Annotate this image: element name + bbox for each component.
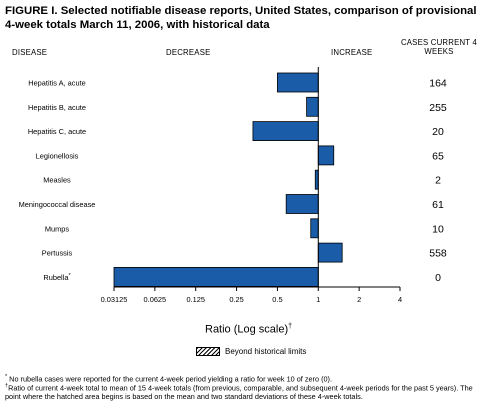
disease-label: Measles <box>43 176 71 185</box>
chart-title: FIGURE I. Selected notifiable disease re… <box>5 5 477 31</box>
hatched-swatch <box>196 347 220 356</box>
case-count: 255 <box>429 102 447 114</box>
x-tick-label: 1 <box>316 295 320 304</box>
disease-label: Meningococcal disease <box>19 200 96 209</box>
footnote-ratio: †Ratio of current 4-week total to mean o… <box>5 383 473 401</box>
decrease-header: DECREASE <box>166 48 211 57</box>
disease-label: Hepatitis A, acute <box>28 79 86 88</box>
bar-legionellosis <box>317 145 335 166</box>
x-tick-label: 4 <box>398 295 402 304</box>
case-count: 2 <box>435 175 441 187</box>
bar-hepatitis-b <box>306 96 319 117</box>
case-count: 0 <box>435 272 441 284</box>
disease-label: Pertussis <box>42 249 73 258</box>
disease-header: DISEASE <box>12 48 48 57</box>
case-count: 61 <box>432 199 444 211</box>
case-count: 10 <box>432 223 444 235</box>
case-count: 65 <box>432 150 444 162</box>
x-tick-label: 0.5 <box>272 295 282 304</box>
bar-hepatitis-a <box>277 72 319 93</box>
bar-hepatitis-c <box>252 121 319 141</box>
legend: Beyond historical limits <box>196 347 306 356</box>
disease-label: Rubella* <box>43 273 71 282</box>
bar-chart: 0.03125 0.0625 0.125 0.25 0.5 1 2 4 Hepatitis A,… <box>19 67 447 304</box>
x-axis-label: Ratio (Log scale)† <box>205 323 293 336</box>
bar-mumps <box>310 218 319 239</box>
x-tick-label: 0.125 <box>186 295 205 304</box>
legend-label: Beyond historical limits <box>225 347 307 356</box>
bar-rubella <box>113 266 319 287</box>
disease-label: Mumps <box>45 224 70 233</box>
disease-label: Legionellosis <box>36 151 79 160</box>
x-tick-label: 2 <box>357 295 361 304</box>
case-count: 558 <box>429 248 447 260</box>
footnote-rubella: * No rubella cases were reported for the… <box>5 374 333 384</box>
increase-header: INCREASE <box>331 48 373 57</box>
disease-label: Hepatitis B, acute <box>28 103 86 112</box>
case-count: 20 <box>432 126 444 138</box>
bar-meningococcal-disease <box>285 194 319 214</box>
x-tick-label: 0.03125 <box>101 295 128 304</box>
case-count: 164 <box>429 78 447 90</box>
x-tick-label: 0.25 <box>229 295 243 304</box>
bar-pertussis <box>317 242 343 263</box>
cases-header: CASES CURRENT 4 WEEKS <box>400 38 478 56</box>
disease-label: Hepatitis C, acute <box>28 127 86 136</box>
x-tick-label: 0.0625 <box>144 295 167 304</box>
